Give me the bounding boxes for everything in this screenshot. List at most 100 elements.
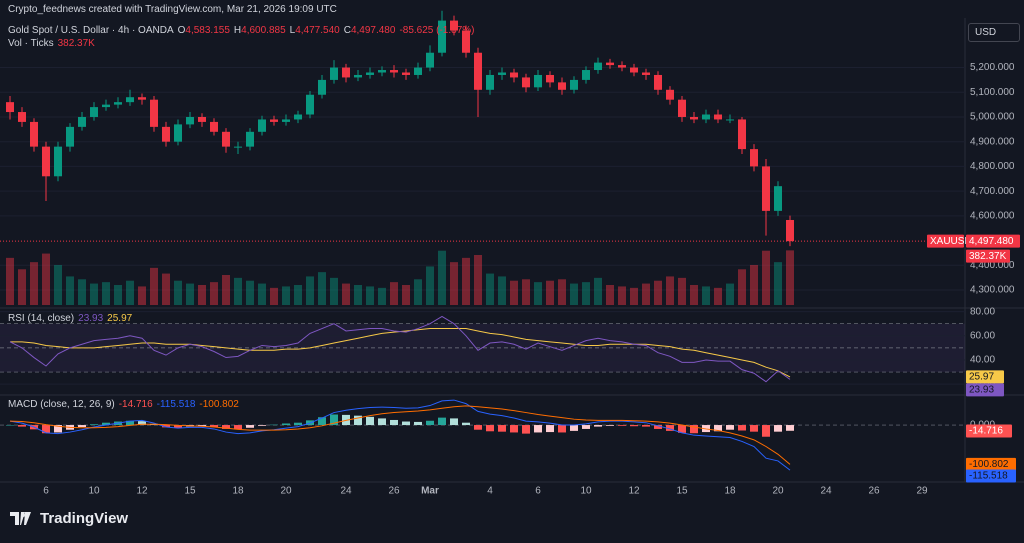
symbol-badge: XAUUSD	[930, 236, 972, 247]
volume-bar	[366, 286, 374, 305]
histogram-bar	[462, 422, 470, 426]
histogram-bar	[414, 421, 422, 426]
volume-bar	[114, 285, 122, 305]
volume-bar	[654, 280, 662, 305]
volume-bar	[750, 265, 758, 305]
indicator-line	[9, 315, 791, 383]
candle-body	[474, 52, 482, 90]
histogram-bar	[474, 425, 482, 430]
x-tick-label: 20	[772, 486, 784, 497]
volume-bar	[678, 277, 686, 305]
volume-value: 382.37K	[57, 38, 95, 49]
volume-bar	[294, 285, 302, 305]
candle-body	[714, 114, 722, 120]
histogram-bar	[330, 414, 338, 426]
histogram-bar	[222, 425, 230, 429]
x-tick-label: 6	[535, 486, 541, 497]
candle-body	[246, 131, 254, 147]
symbol-title: Gold Spot / U.S. Dollar · 4h · OANDA	[8, 25, 174, 36]
y-tick-label: 4,600.000	[970, 210, 1015, 221]
volume-bar	[30, 262, 38, 305]
currency-button[interactable]: USD	[968, 23, 1020, 42]
histogram-bar	[606, 425, 614, 426]
histogram-bar	[654, 425, 662, 429]
candle-body	[198, 116, 206, 122]
candle-body	[186, 116, 194, 125]
candle-body	[594, 62, 602, 71]
volume-bar	[702, 286, 710, 305]
value-badge: 25.97	[969, 372, 994, 383]
candle-body	[642, 72, 650, 75]
y-tick-label: 4,700.000	[970, 186, 1015, 197]
x-tick-label: 10	[580, 486, 592, 497]
y-tick-label: 80.00	[970, 306, 995, 317]
candle-body	[486, 74, 494, 90]
volume-bar	[246, 280, 254, 305]
volume-bar	[546, 280, 554, 305]
y-tick-label: 4,800.000	[970, 161, 1015, 172]
volume-bar	[354, 285, 362, 305]
histogram-bar	[270, 424, 278, 426]
histogram-bar	[378, 418, 386, 426]
candle-body	[786, 219, 794, 242]
volume-title: Vol · Ticks	[8, 38, 54, 49]
volume-bar	[510, 280, 518, 305]
volume-bar	[150, 267, 158, 305]
volume-bar	[558, 279, 566, 305]
indicator-line	[9, 405, 791, 465]
candle-body	[738, 119, 746, 150]
x-tick-label: 24	[820, 486, 832, 497]
y-tick-label: 5,100.000	[970, 87, 1015, 98]
histogram-value: -14.716	[118, 399, 153, 410]
volume-bar	[306, 276, 314, 305]
candle-body	[534, 74, 542, 88]
volume-bar	[282, 286, 290, 305]
volume-bar	[78, 279, 86, 305]
candle-body	[366, 72, 374, 75]
histogram-bar	[402, 421, 410, 426]
volume-bar	[258, 283, 266, 305]
candle-body	[378, 70, 386, 73]
volume-bar	[54, 265, 62, 305]
volume-bar	[762, 250, 770, 305]
volume-bar	[210, 282, 218, 305]
histogram-bar	[282, 423, 290, 426]
volume-legend: Vol · Ticks 382.37K	[8, 38, 95, 49]
volume-bar	[390, 282, 398, 305]
volume-bar	[534, 282, 542, 305]
logo-mark	[10, 511, 31, 525]
histogram-bar	[294, 422, 302, 426]
histogram-bar	[18, 425, 26, 427]
legend-value: 4,600.885	[241, 25, 286, 36]
histogram-bar	[570, 425, 578, 431]
candle-body	[210, 121, 218, 132]
y-tick-label: 60.00	[970, 330, 995, 341]
volume-bar	[222, 275, 230, 305]
histogram-bar	[774, 425, 782, 432]
y-tick-label: 4,900.000	[970, 136, 1015, 147]
value-badge-bg	[966, 457, 1016, 471]
histogram-bar	[486, 425, 494, 432]
histogram-bar	[726, 425, 734, 430]
volume-bar	[198, 285, 206, 305]
volume-bar	[6, 257, 14, 305]
volume-bar	[786, 250, 794, 305]
volume-bar	[426, 266, 434, 305]
y-tick-label: 5,200.000	[970, 62, 1015, 73]
price-change: -85.625 (-1.87%)	[399, 25, 475, 36]
histogram-bar	[90, 424, 98, 426]
candle-body	[330, 67, 338, 80]
volume-bar	[606, 285, 614, 305]
macd-title: MACD (close, 12, 26, 9)	[8, 399, 115, 410]
histogram-bar	[438, 417, 446, 426]
volume-bar	[270, 287, 278, 305]
histogram-bar	[210, 425, 218, 427]
histogram-bar	[234, 425, 242, 430]
candle-body	[342, 67, 350, 78]
candle-body	[282, 119, 290, 122]
volume-bar	[642, 283, 650, 305]
volume-bar	[330, 277, 338, 305]
histogram-bar	[354, 415, 362, 426]
x-tick-label: 10	[88, 486, 100, 497]
x-tick-label: 6	[43, 486, 49, 497]
